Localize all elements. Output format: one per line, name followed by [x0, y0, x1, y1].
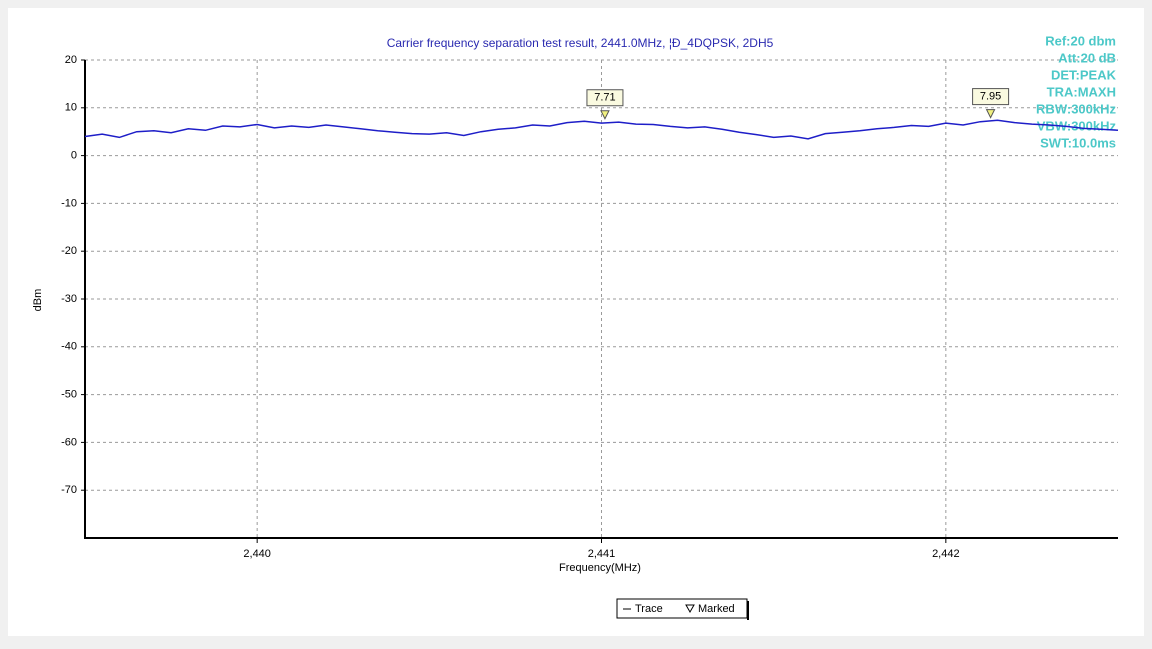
chart-title: Carrier frequency separation test result… [387, 36, 774, 50]
y-tick-label: -30 [61, 293, 77, 305]
marker-label: 7.95 [980, 91, 1001, 103]
y-tick-label: 0 [71, 150, 77, 162]
y-tick-label: -20 [61, 245, 77, 257]
instrument-setting: TRA:MAXH [1047, 84, 1116, 99]
x-tick-label: 2,440 [243, 548, 271, 560]
instrument-setting: RBW:300kHz [1036, 101, 1116, 116]
instrument-setting: VBW:300kHz [1037, 118, 1117, 133]
instrument-setting: DET:PEAK [1051, 67, 1117, 82]
instrument-setting: Ref:20 dbm [1045, 33, 1116, 48]
legend-marker-swatch [685, 604, 695, 614]
y-tick-label: -70 [61, 484, 77, 496]
y-tick-label: -40 [61, 341, 77, 353]
x-axis-label: Frequency(MHz) [559, 562, 641, 574]
instrument-setting: Att:20 dB [1058, 50, 1116, 65]
y-tick-label: 10 [65, 102, 77, 114]
marker-label: 7.71 [594, 92, 615, 104]
y-tick-label: -50 [61, 389, 77, 401]
peak-marker [985, 109, 996, 119]
legend-label: Marked [698, 603, 735, 615]
y-tick-label: 20 [65, 54, 77, 66]
y-tick-label: -10 [61, 197, 77, 209]
legend: Trace Marked [616, 598, 749, 620]
y-axis-label: dBm [32, 289, 44, 312]
legend-label: Trace [635, 603, 663, 615]
marker-label-box [972, 88, 1010, 106]
x-tick-label: 2,442 [932, 548, 960, 560]
trace-line [84, 119, 1119, 140]
panel [8, 8, 1144, 636]
peak-marker [600, 110, 610, 120]
instrument-setting: SWT:10.0ms [1040, 135, 1116, 150]
y-tick-label: -60 [61, 436, 77, 448]
marker-label-box [586, 89, 624, 107]
x-tick-label: 2,441 [588, 548, 616, 560]
